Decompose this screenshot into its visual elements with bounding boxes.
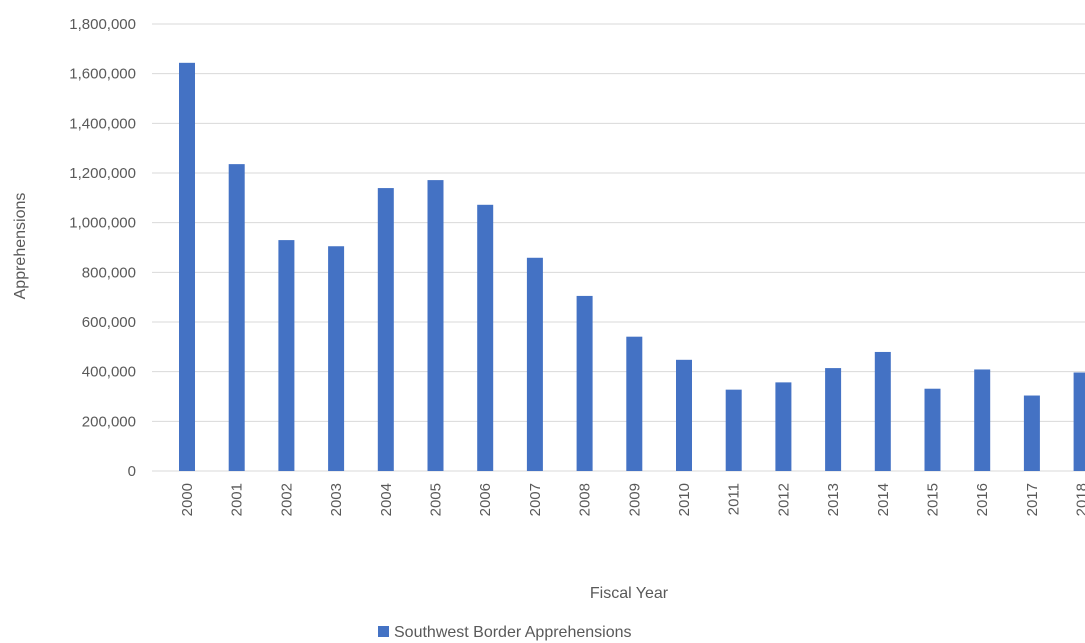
y-tick-label: 400,000 [82, 364, 136, 381]
bar-2006 [477, 204, 494, 471]
y-axis-title: Apprehensions [12, 193, 29, 300]
x-tick-label: 2000 [179, 483, 196, 516]
bar-2016 [974, 369, 991, 471]
bar-2000 [179, 62, 195, 472]
x-tick-label: 2018 [1074, 483, 1085, 516]
bar-2012 [775, 382, 792, 471]
y-tick-label: 0 [128, 463, 136, 480]
y-tick-label: 1,400,000 [69, 115, 136, 132]
bar-2003 [328, 246, 345, 471]
bar-2018 [1073, 372, 1085, 471]
x-tick-label: 2007 [527, 483, 544, 516]
bar-2011 [725, 389, 742, 471]
x-tick-label: 2014 [875, 483, 892, 516]
y-tick-label: 1,200,000 [69, 165, 136, 182]
bar-2008 [576, 295, 593, 471]
x-tick-label: 2016 [974, 483, 991, 516]
x-tick-label: 2008 [577, 483, 594, 516]
y-tick-label: 800,000 [82, 264, 136, 281]
x-tick-label: 2002 [278, 483, 295, 516]
y-tick-label: 600,000 [82, 314, 136, 331]
x-tick-label: 2012 [775, 483, 792, 516]
bar-2009 [626, 336, 643, 471]
x-tick-label: 2013 [825, 483, 842, 516]
bar-2001 [228, 164, 245, 471]
bar-2014 [874, 351, 891, 471]
y-axis-ticks: 0 200,000 400,000 600,000 800,000 1,000,000 1,… [69, 16, 136, 480]
x-tick-label: 2005 [428, 483, 445, 516]
x-axis-title: Fiscal Year [590, 585, 669, 602]
gridlines [152, 23, 1085, 472]
bar-2017 [1023, 395, 1040, 471]
y-tick-label: 200,000 [82, 413, 136, 430]
bar-2013 [825, 368, 842, 471]
x-tick-label: 2006 [477, 483, 494, 516]
legend-swatch [378, 626, 389, 637]
x-tick-label: 2004 [378, 483, 395, 516]
bar-2007 [526, 257, 543, 471]
x-tick-label: 2015 [925, 483, 942, 516]
x-tick-label: 2003 [328, 483, 345, 516]
bar-2015 [924, 388, 941, 471]
bar-2002 [278, 240, 295, 471]
legend-label: Southwest Border Apprehensions [394, 624, 631, 641]
bar-2005 [427, 180, 444, 471]
x-tick-label: 2009 [626, 483, 643, 516]
x-tick-label: 2011 [726, 483, 743, 515]
bar-2004 [377, 188, 394, 471]
bars [179, 62, 1085, 472]
x-tick-label: 2017 [1024, 483, 1041, 516]
x-tick-label: 2001 [229, 483, 246, 516]
y-tick-label: 1,000,000 [69, 215, 136, 232]
y-tick-label: 1,800,000 [69, 16, 136, 33]
x-axis-ticks: 2000 2001 2002 2003 2004 2005 2006 2007 2008 2009… [179, 483, 1085, 516]
legend: Southwest Border Apprehensions [378, 624, 631, 641]
bar-2010 [676, 359, 692, 471]
y-tick-label: 1,600,000 [69, 66, 136, 83]
x-tick-label: 2010 [676, 483, 693, 516]
